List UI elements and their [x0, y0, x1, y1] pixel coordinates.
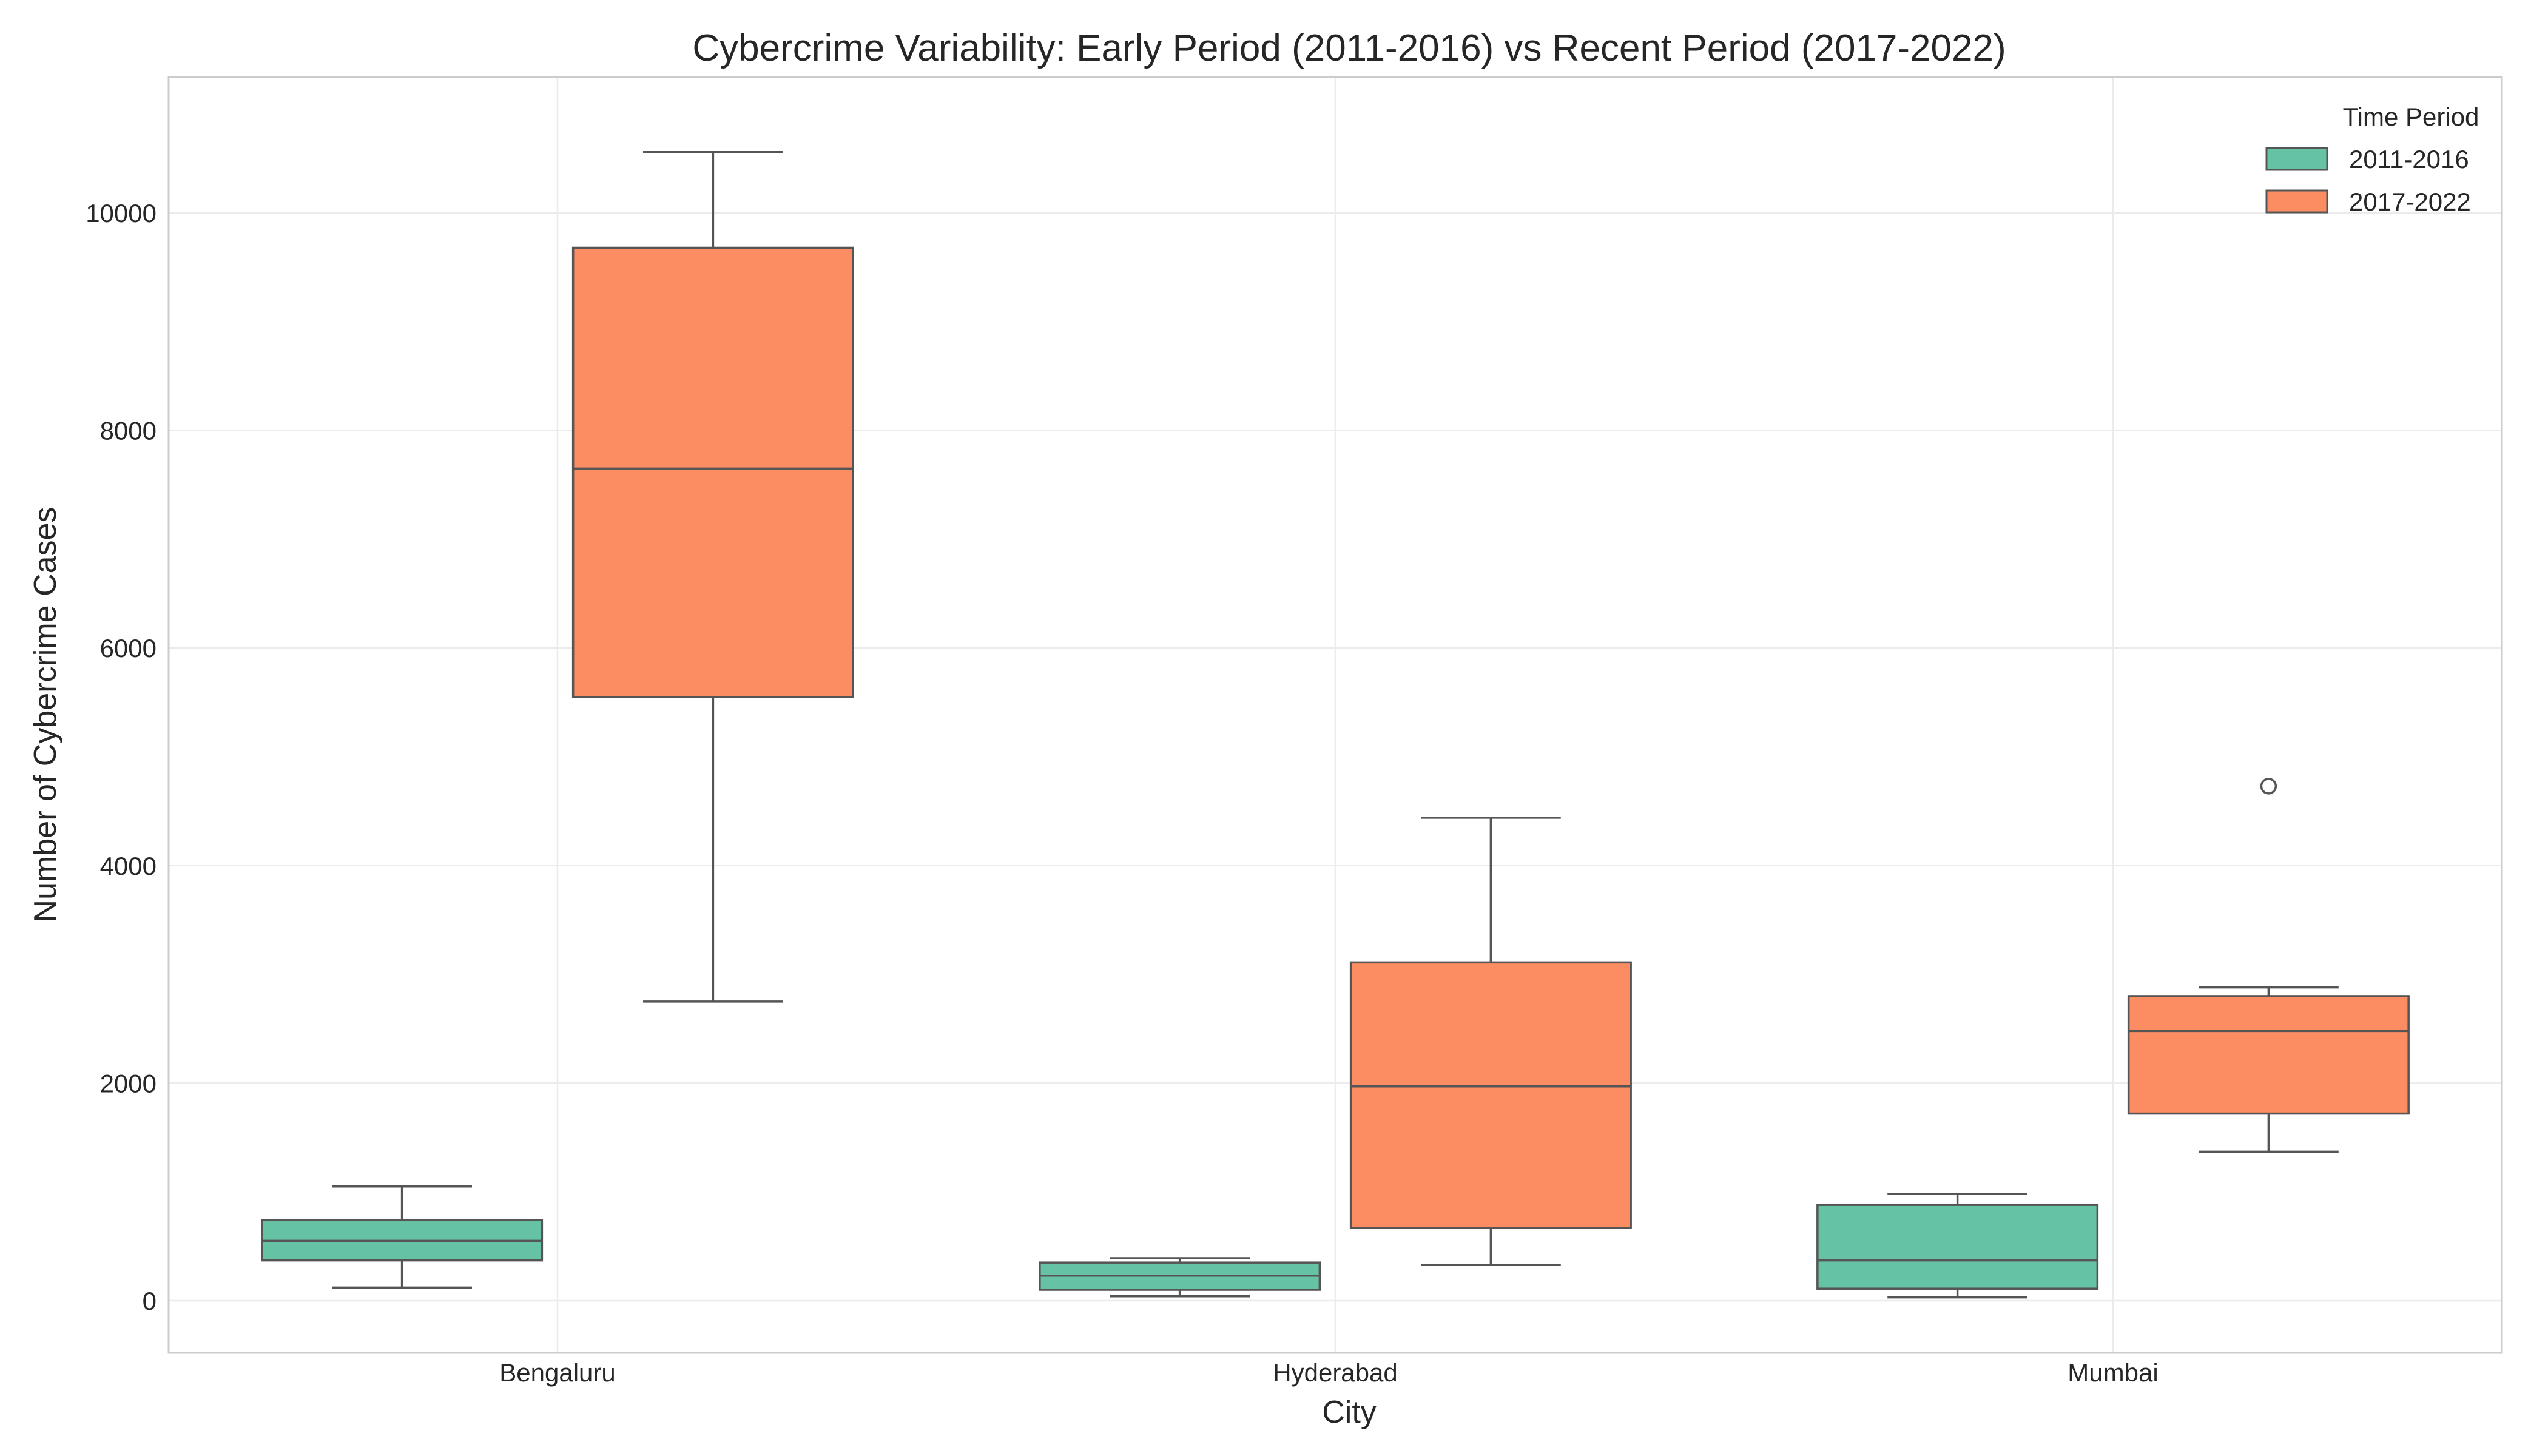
x-axis-label: City — [1322, 1395, 1377, 1430]
y-tick-label: 10000 — [86, 199, 157, 228]
x-tick-label: Hyderabad — [1273, 1358, 1397, 1387]
legend-swatch-2017-2022 — [2265, 189, 2328, 214]
outlier-point — [2260, 778, 2277, 795]
grid — [169, 77, 2502, 1353]
x-tick-label: Bengaluru — [499, 1358, 615, 1387]
y-tick-label: 6000 — [100, 634, 157, 662]
box-iqr — [571, 246, 854, 698]
y-axis-ticks: 0 2000 4000 6000 8000 10000 — [86, 199, 157, 1315]
boxes — [261, 150, 2410, 1299]
plot-frame — [167, 76, 2503, 1354]
box-iqr — [2127, 995, 2410, 1115]
box-mumbai-2011-2016 — [1816, 1193, 2099, 1299]
box-mumbai-2017-2022 — [2127, 778, 2410, 1153]
legend: Time Period 2011-2016 2017-2022 — [2265, 103, 2479, 216]
box-iqr — [1816, 1204, 2099, 1290]
y-tick-label: 4000 — [100, 852, 157, 880]
y-tick-label: 0 — [143, 1287, 157, 1315]
y-axis-label: Number of Cybercrime Cases — [28, 507, 63, 923]
box-bengaluru-2011-2016 — [261, 1185, 544, 1289]
legend-swatch-2011-2016 — [2265, 147, 2328, 171]
box-hyderabad-2011-2016 — [1039, 1257, 1321, 1298]
legend-title: Time Period — [2343, 103, 2479, 131]
legend-label-2011-2016: 2011-2016 — [2349, 145, 2469, 174]
box-iqr — [1349, 961, 1632, 1229]
chart-title: Cybercrime Variability: Early Period (20… — [692, 27, 2006, 69]
legend-label-2017-2022: 2017-2022 — [2349, 187, 2471, 216]
x-axis-ticks: Bengaluru Hyderabad Mumbai — [499, 1358, 2158, 1387]
x-tick-label: Mumbai — [2068, 1358, 2158, 1387]
y-tick-label: 2000 — [100, 1069, 157, 1097]
box-hyderabad-2017-2022 — [1349, 817, 1632, 1266]
y-tick-label: 8000 — [100, 417, 157, 445]
box-bengaluru-2017-2022 — [571, 150, 854, 1003]
